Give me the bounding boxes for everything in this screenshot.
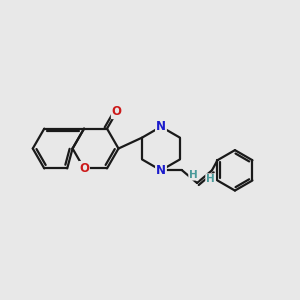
Text: N: N <box>156 164 166 177</box>
Text: O: O <box>79 162 89 175</box>
Text: N: N <box>156 120 166 133</box>
Text: O: O <box>112 105 122 118</box>
Text: H: H <box>189 170 198 180</box>
Text: H: H <box>206 174 215 184</box>
